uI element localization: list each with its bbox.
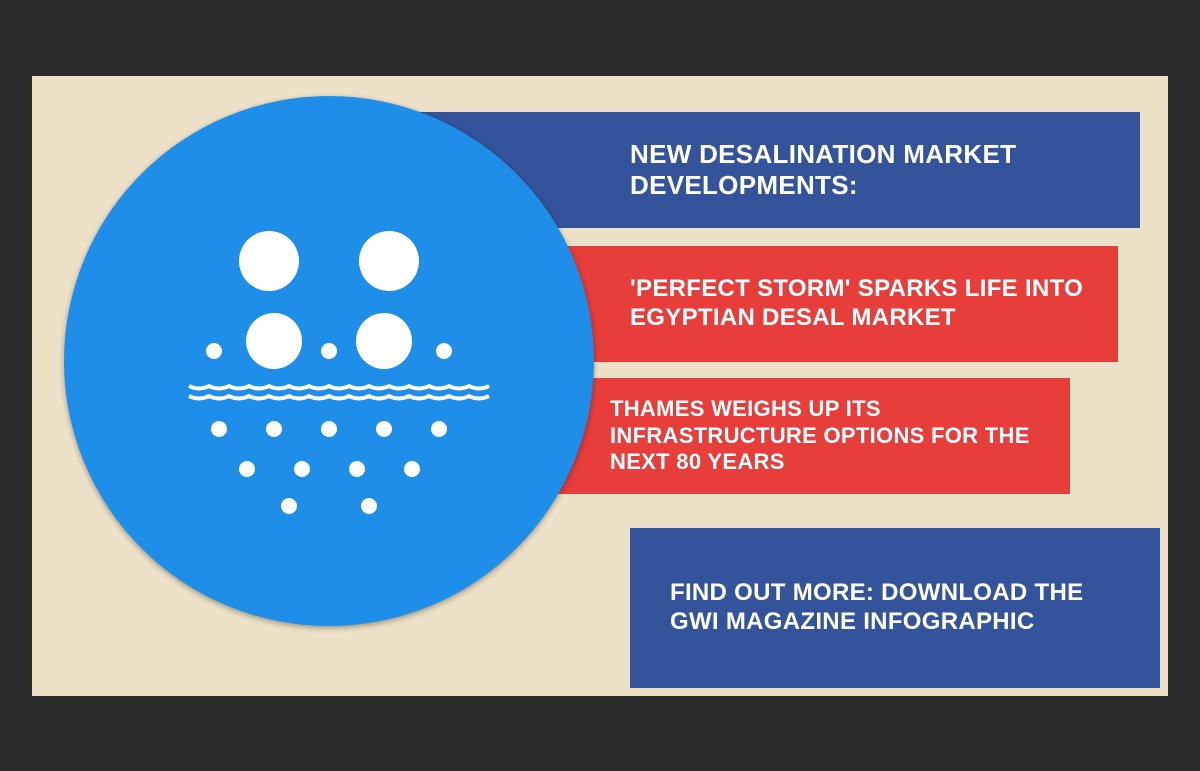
desalination-icon [159,191,499,531]
headline-text-1: NEW DESALINATION MARKET DEVELOPMENTS: [630,139,1110,201]
cta-bar[interactable]: FIND OUT MORE: DOWNLOAD THE GWI MAGAZINE… [630,528,1160,688]
headline-text-2: 'PERFECT STORM' SPARKS LIFE INTO EGYPTIA… [630,275,1088,333]
headline-text-3: THAMES WEIGHS UP ITS INFRASTRUCTURE OPTI… [610,396,1040,475]
cta-text: FIND OUT MORE: DOWNLOAD THE GWI MAGAZINE… [670,579,1120,637]
desalination-circle [64,96,594,626]
